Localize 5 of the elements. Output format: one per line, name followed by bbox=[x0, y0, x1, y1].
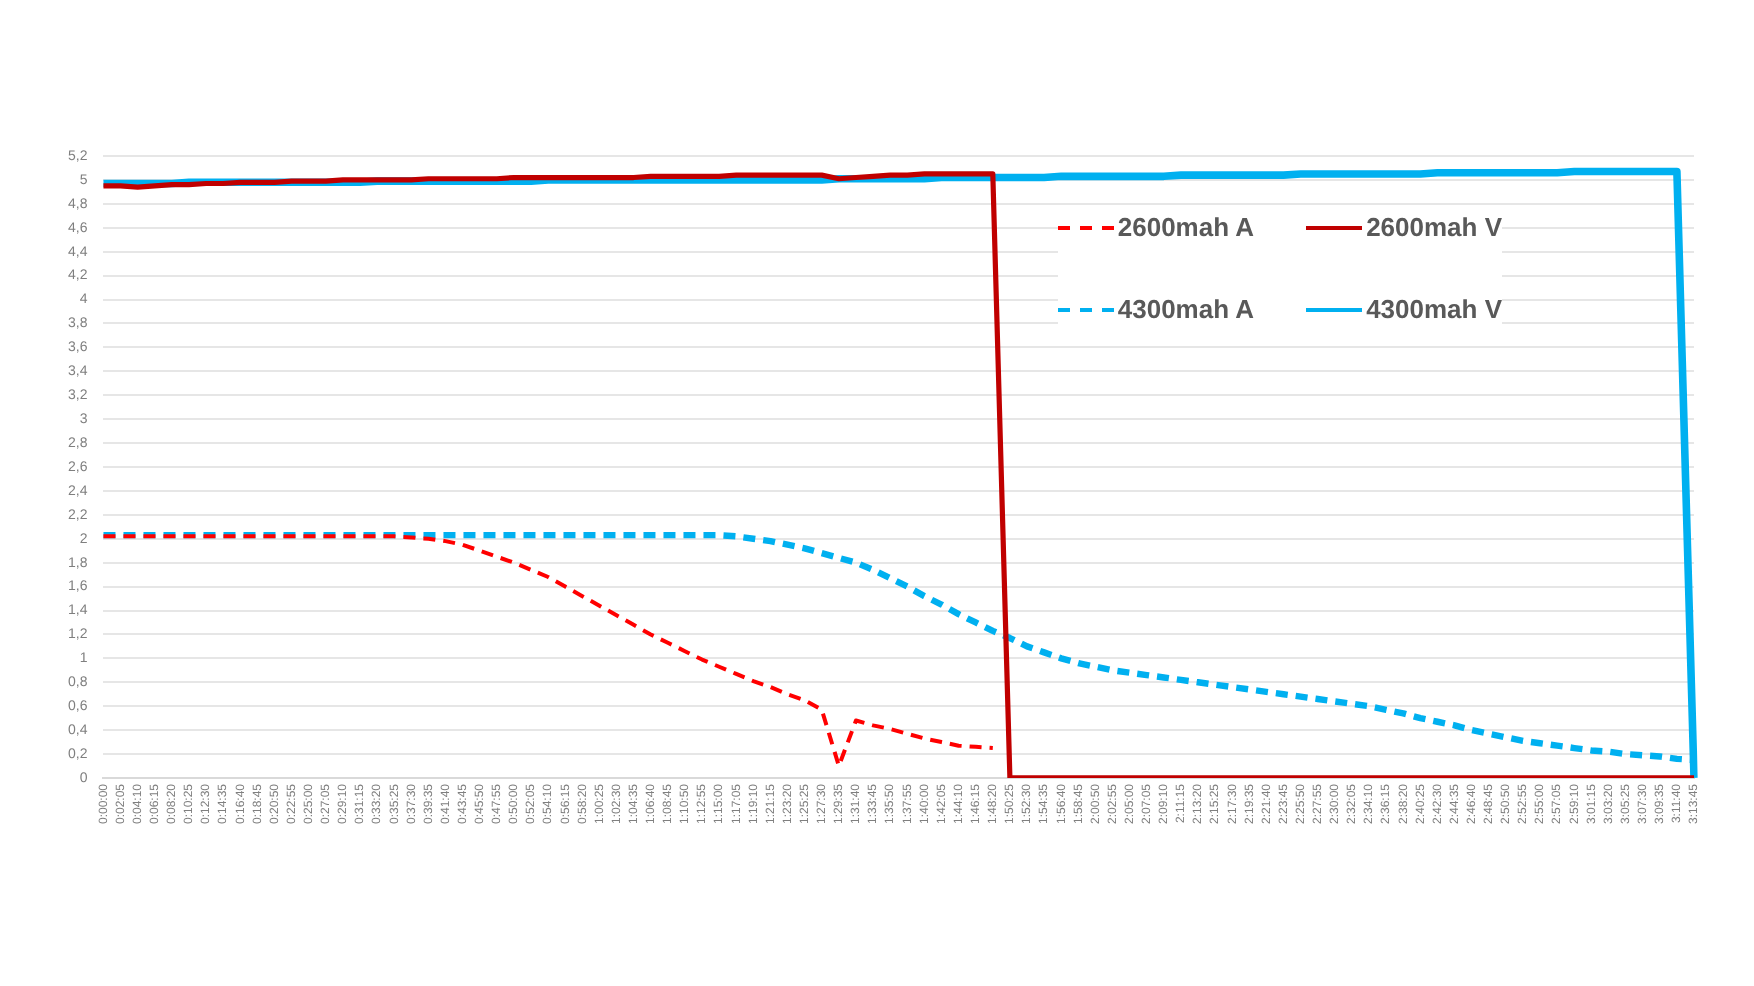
legend-label: 4300mah V bbox=[1366, 294, 1502, 324]
legend-label: 2600mah V bbox=[1366, 212, 1502, 242]
legend-label: 4300mah A bbox=[1117, 294, 1255, 324]
line-series bbox=[101, 534, 995, 768]
legend-label: 2600mah A bbox=[1117, 212, 1255, 242]
